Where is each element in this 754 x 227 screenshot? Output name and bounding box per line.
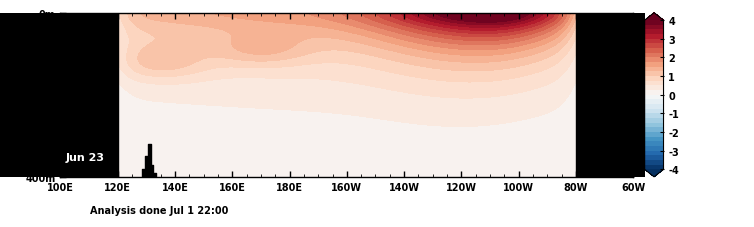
PathPatch shape <box>645 14 664 21</box>
Bar <box>576 14 633 177</box>
PathPatch shape <box>645 170 664 177</box>
Bar <box>60 14 118 177</box>
Text: Analysis done Jul 1 22:00: Analysis done Jul 1 22:00 <box>90 205 229 215</box>
Text: Jun 23: Jun 23 <box>66 153 105 163</box>
